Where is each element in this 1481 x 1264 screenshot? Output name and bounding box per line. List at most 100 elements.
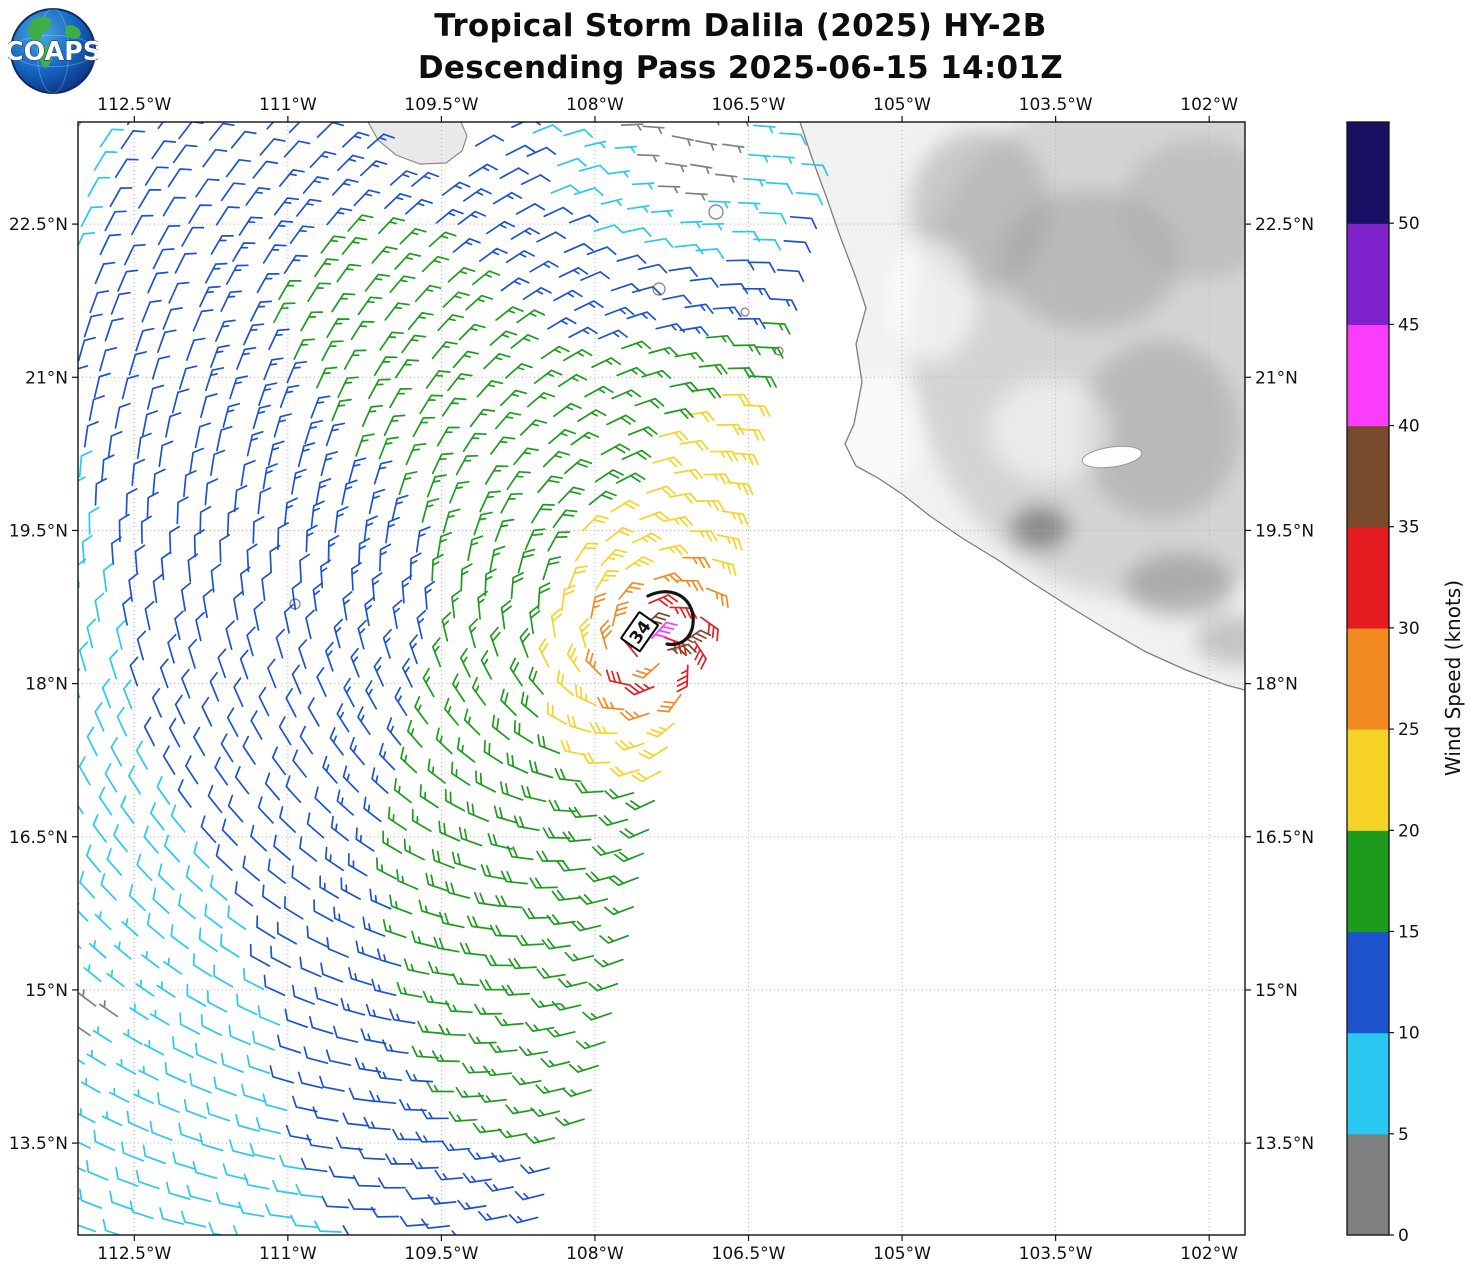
wind-barb xyxy=(128,765,142,795)
wind-barb xyxy=(486,220,516,235)
wind-barb xyxy=(529,604,541,635)
wind-barb xyxy=(78,641,89,672)
wind-barb xyxy=(150,802,165,831)
lon-tick-label: 108°W xyxy=(566,95,624,115)
wind-barb xyxy=(115,620,126,651)
wind-barb xyxy=(172,1151,197,1171)
colorbar-segment xyxy=(1347,729,1389,831)
wind-barb xyxy=(656,693,682,713)
wind-barb xyxy=(227,794,244,823)
wind-barb xyxy=(533,369,563,384)
wind-barb xyxy=(474,134,505,147)
wind-barb xyxy=(614,145,637,154)
wind-barb xyxy=(78,336,96,362)
wind-barb xyxy=(78,1224,96,1233)
lat-tick-label: 16.5°N xyxy=(1255,828,1314,848)
colorbar-tick-label: 50 xyxy=(1398,214,1420,234)
wind-barb xyxy=(241,1083,266,1103)
wind-barb xyxy=(236,346,257,370)
wind-barb xyxy=(594,469,624,483)
wind-barb xyxy=(167,168,192,188)
wind-barb xyxy=(193,529,205,558)
wind-barb xyxy=(243,967,265,990)
wind-barb xyxy=(369,888,392,910)
wind-barb xyxy=(307,282,332,302)
wind-barb xyxy=(528,666,544,695)
wind-radius-label-box xyxy=(620,611,659,653)
wind-barb xyxy=(186,983,207,1007)
wind-barb xyxy=(99,1000,119,1018)
wind-barb xyxy=(674,243,704,255)
wind-barb xyxy=(513,815,540,832)
wind-barb xyxy=(314,986,339,1007)
wind-barb xyxy=(631,182,655,190)
wind-barb xyxy=(297,442,316,468)
wind-barb xyxy=(393,777,413,804)
wind-barb xyxy=(355,433,375,457)
wind-barb xyxy=(378,543,392,572)
wind-barb xyxy=(284,497,298,525)
wind-barb xyxy=(399,227,427,245)
wind-barb xyxy=(336,789,354,816)
wind-barb xyxy=(326,318,350,338)
wind-barb xyxy=(205,367,225,392)
wind-barb xyxy=(552,509,578,529)
wind-barb xyxy=(625,556,655,570)
wind-barb xyxy=(53,1210,74,1229)
wind-barb xyxy=(458,323,486,341)
wind-barb xyxy=(556,860,586,872)
wind-barb xyxy=(152,887,170,914)
lat-tick-label: 22.5°N xyxy=(1255,215,1314,235)
wind-barb xyxy=(471,676,487,706)
wind-barb xyxy=(638,746,668,760)
wind-barb xyxy=(341,236,368,255)
wind-barb xyxy=(104,317,124,342)
wind-barb xyxy=(762,322,791,335)
wind-barb xyxy=(706,587,729,608)
wind-barb xyxy=(551,889,581,902)
wind-barb xyxy=(115,1059,137,1075)
wind-barb xyxy=(578,894,609,905)
wind-barb xyxy=(615,472,646,484)
wind-barb xyxy=(652,456,683,468)
wind-barb xyxy=(568,1063,599,1073)
wind-barb xyxy=(543,206,574,218)
wind-barb xyxy=(313,899,334,922)
wind-barb xyxy=(189,1073,213,1094)
wind-barb xyxy=(342,591,353,621)
wind-barb xyxy=(431,553,444,582)
wind-barb xyxy=(537,582,551,610)
wind-barb xyxy=(129,1200,154,1220)
wind-barb xyxy=(371,767,389,794)
wind-barb xyxy=(304,419,324,445)
wind-barb xyxy=(455,1086,485,1098)
wind-barb xyxy=(357,619,367,650)
wind-barb xyxy=(187,638,198,669)
wind-barb xyxy=(162,745,176,775)
globe-graticule xyxy=(10,34,96,68)
wind-barb xyxy=(363,1116,391,1131)
wind-barb xyxy=(83,313,103,338)
wind-barb xyxy=(314,1220,342,1233)
wind-barb xyxy=(250,300,273,322)
wind-barb xyxy=(122,596,133,626)
wind-barb xyxy=(369,1090,397,1105)
wind-barb xyxy=(482,108,510,118)
wind-barb xyxy=(529,260,559,273)
wind-barb xyxy=(435,727,453,755)
wind-barb xyxy=(347,1198,376,1211)
wind-barb xyxy=(78,1086,79,1089)
wind-barb xyxy=(451,589,462,619)
wind-barb xyxy=(199,505,212,534)
wind-barb xyxy=(120,795,135,824)
wind-barb xyxy=(361,404,384,427)
wind-barb xyxy=(480,650,493,680)
wind-barb xyxy=(411,171,440,187)
wind-barb xyxy=(324,846,345,872)
colorbar-tick-label: 45 xyxy=(1398,315,1420,335)
wind-barb xyxy=(257,487,272,515)
wind-barb xyxy=(350,647,360,678)
wind-barb xyxy=(312,1106,339,1122)
lat-tick-label: 13.5°N xyxy=(1255,1134,1314,1154)
wind-barb xyxy=(215,844,233,871)
